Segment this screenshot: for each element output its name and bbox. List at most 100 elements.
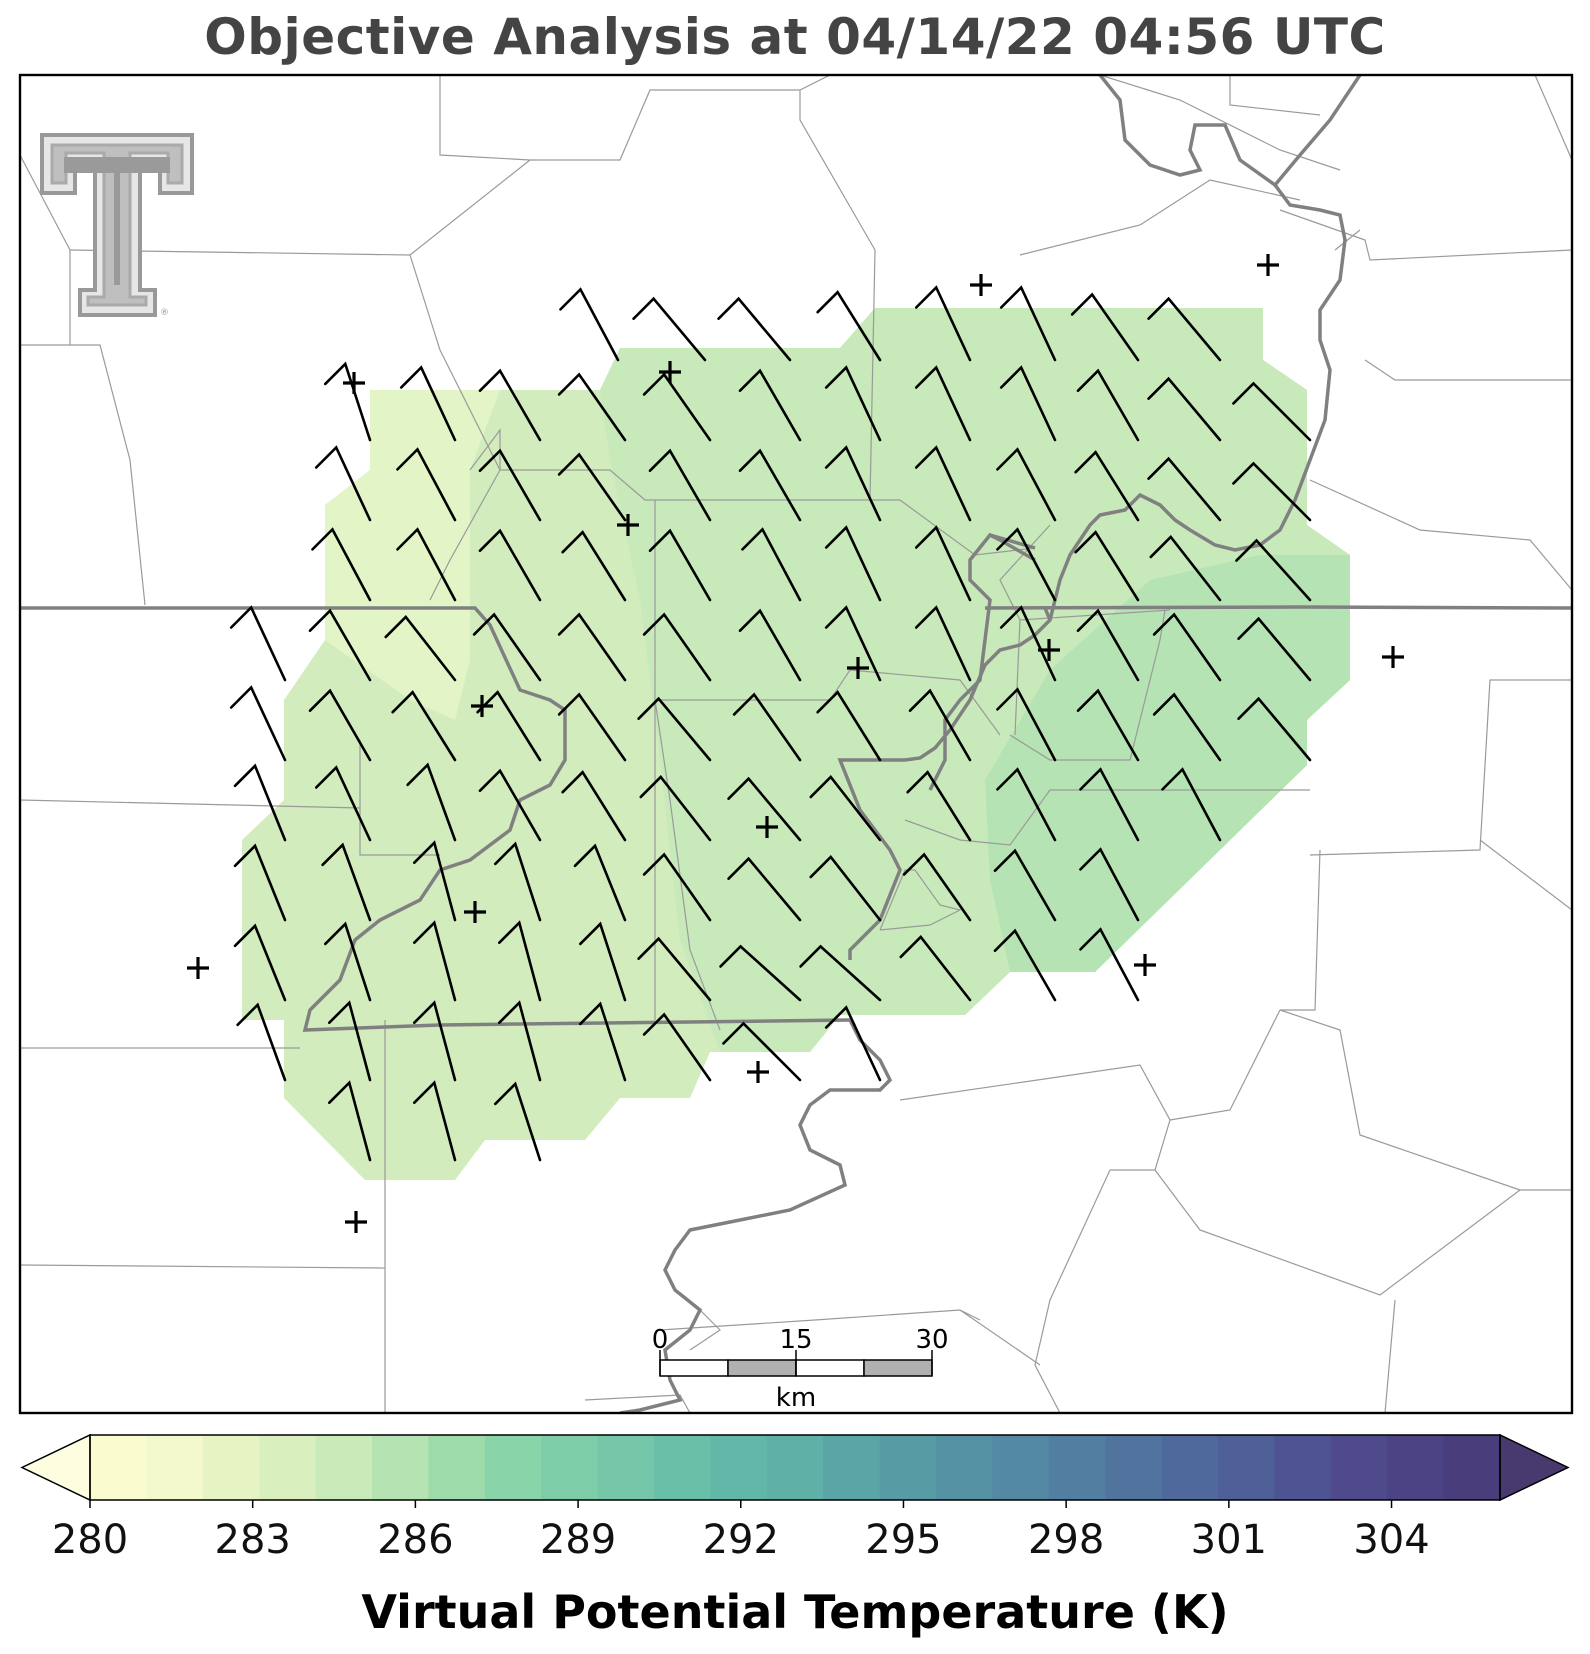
station-marker — [659, 361, 681, 383]
station-markers-layer — [187, 254, 1404, 1233]
colorbar-cell — [428, 1435, 486, 1500]
analysis-field — [242, 308, 1350, 1180]
wind-barb — [412, 840, 457, 922]
colorbar-cell — [1387, 1435, 1445, 1500]
wind-barb — [1149, 535, 1222, 602]
wind-barb — [902, 852, 972, 922]
colorbar: 280 283 286 289 292 295 298 301 304 — [20, 1433, 1570, 1563]
wind-barb — [493, 841, 542, 922]
wind-barb — [561, 770, 627, 842]
colorbar-ticks: 280 283 286 289 292 295 298 301 304 — [52, 1500, 1430, 1563]
wind-barb — [732, 692, 802, 762]
wind-barb — [799, 944, 882, 1002]
colorbar-tick-label: 304 — [1353, 1517, 1429, 1563]
colorbar-tick-label: 286 — [377, 1517, 453, 1563]
wind-barb — [323, 921, 372, 1002]
scale-bar-segment — [863, 1359, 933, 1377]
station-marker — [1038, 639, 1060, 661]
wind-barb — [637, 936, 712, 1002]
colorbar-cell — [202, 1435, 260, 1500]
colorbar-cell — [823, 1435, 881, 1500]
scale-bar-segment — [727, 1359, 797, 1377]
wind-barb — [999, 605, 1057, 682]
scale-bar-segment — [659, 1359, 729, 1377]
scale-bar-segment — [795, 1359, 865, 1377]
wind-barb — [1079, 767, 1140, 842]
wind-barb — [993, 928, 1057, 1002]
wind-barbs-layer — [229, 285, 1312, 1162]
wind-barb — [1237, 616, 1312, 682]
wind-barb — [1076, 368, 1140, 442]
wind-barb — [493, 1081, 542, 1162]
station-marker — [343, 372, 365, 394]
map-frame — [18, 73, 1574, 1415]
wind-barb — [236, 1002, 287, 1082]
wind-barb — [478, 768, 542, 842]
wind-barb — [561, 530, 627, 602]
colorbar-frame — [89, 1434, 1501, 1501]
colorbar-cell — [879, 1435, 937, 1500]
texas-tech-logo: ® — [40, 133, 194, 318]
colorbar-cell — [1161, 1435, 1219, 1500]
wind-barb — [722, 1021, 802, 1082]
wind-barb — [719, 944, 802, 1002]
wind-barb — [412, 1000, 457, 1082]
wind-barb — [314, 765, 372, 842]
scale-bar-label-30: 30 — [915, 1325, 948, 1355]
wind-barb — [824, 1005, 882, 1082]
wind-barb — [809, 775, 882, 842]
wind-barb — [642, 372, 712, 442]
colorbar-cell — [259, 1435, 317, 1500]
wind-barb — [1235, 538, 1312, 602]
wind-barb — [1232, 381, 1312, 442]
wind-barb — [1152, 692, 1222, 762]
wind-barb — [639, 775, 712, 842]
wind-barb — [323, 361, 372, 442]
wind-barb — [816, 290, 882, 362]
wind-barb — [1147, 456, 1222, 522]
colorbar-cell — [1218, 1435, 1275, 1500]
wind-barb — [1079, 847, 1140, 922]
wind-barb — [557, 452, 627, 522]
wind-barb — [914, 445, 972, 522]
wind-barb — [233, 923, 287, 1002]
colorbar-cell — [654, 1435, 711, 1500]
wind-barb — [412, 920, 457, 1002]
wind-barb — [233, 843, 287, 922]
wind-barb — [1152, 612, 1222, 682]
wind-barb — [727, 856, 802, 922]
wind-barb — [396, 527, 457, 602]
wind-barb — [327, 1080, 372, 1162]
wind-barb — [497, 920, 542, 1002]
station-marker — [187, 957, 209, 979]
scale-bar: 0 15 30 km — [652, 1325, 949, 1413]
colorbar-cell — [992, 1435, 1050, 1500]
wind-barb — [717, 296, 792, 362]
wind-barb — [578, 1001, 627, 1082]
wind-barb — [908, 688, 972, 762]
colorbar-cell — [710, 1435, 768, 1500]
wind-barb — [999, 285, 1057, 362]
wind-barb — [327, 1000, 372, 1082]
wind-barb — [1079, 927, 1140, 1002]
colorbar-over-triangle — [1499, 1433, 1570, 1502]
wind-barb — [642, 1012, 712, 1082]
colorbar-cell — [1443, 1435, 1501, 1500]
wind-barb — [993, 848, 1057, 922]
wind-barb — [557, 372, 627, 442]
colorbar-cell — [766, 1435, 824, 1500]
colorbar-cells — [90, 1435, 1501, 1500]
wind-barb — [1076, 688, 1140, 762]
wind-barb — [648, 528, 712, 602]
wind-barb — [1074, 530, 1140, 602]
wind-barb — [727, 776, 802, 842]
wind-barb — [472, 612, 542, 682]
wind-barb — [229, 685, 287, 762]
colorbar-tick-label: 289 — [540, 1517, 616, 1563]
station-marker — [464, 901, 486, 923]
scale-bar-label-15: 15 — [779, 1325, 812, 1355]
wind-barb — [824, 365, 882, 442]
wind-barb — [1232, 461, 1312, 522]
wind-barb — [642, 852, 712, 922]
